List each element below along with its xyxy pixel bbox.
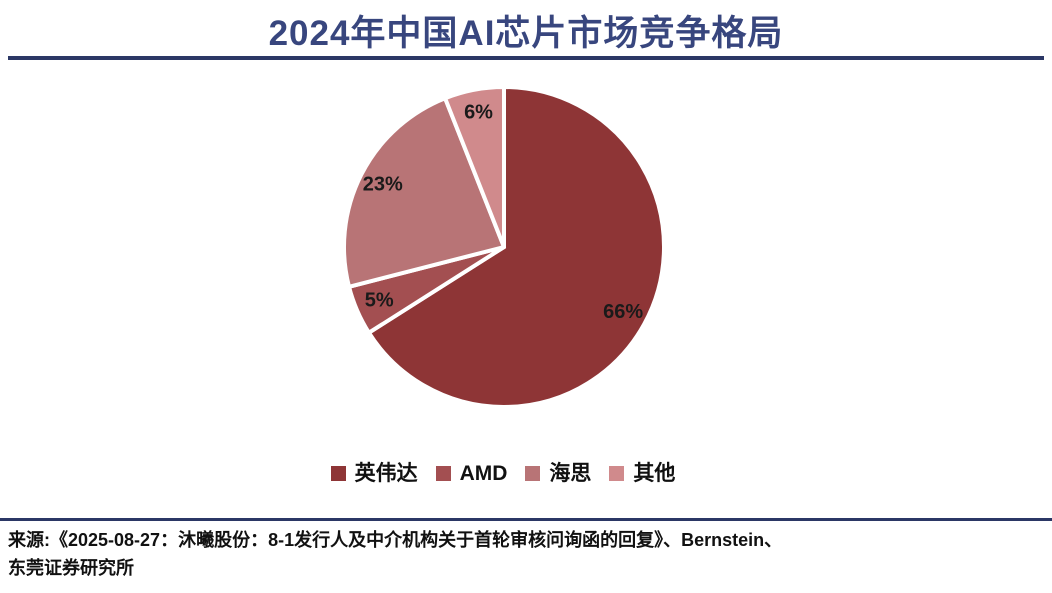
legend-swatch-AMD bbox=[435, 466, 451, 481]
pie-slice-英伟达 bbox=[366, 85, 666, 409]
legend-swatch-英伟达 bbox=[330, 466, 346, 481]
footer-divider bbox=[0, 518, 1052, 521]
legend-item-其他: 其他 bbox=[609, 463, 675, 484]
legend-swatch-海思 bbox=[525, 466, 541, 481]
legend-label-其他: 其他 bbox=[633, 462, 676, 485]
pie-chart: 66% 5% 23% 6% bbox=[342, 85, 666, 409]
slice-label-其他: 6% bbox=[464, 102, 493, 124]
chart-header: 2024年中国AI芯片市场竞争格局 bbox=[0, 0, 1052, 56]
source-line-2: 东莞证券研究所 bbox=[8, 558, 134, 578]
chart-title: 2024年中国AI芯片市场竞争格局 bbox=[268, 13, 784, 53]
legend-label-AMD: AMD bbox=[459, 462, 508, 485]
legend-label-英伟达: 英伟达 bbox=[354, 462, 418, 485]
legend-swatch-其他 bbox=[609, 466, 625, 481]
chart-legend: 英伟达 AMD 海思 其他 bbox=[0, 463, 1052, 484]
legend-item-英伟达: 英伟达 bbox=[330, 462, 418, 485]
source-note: 来源:《2025-08-27：沐曦股份：8-1发行人及中介机构关于首轮审核问询函… bbox=[0, 521, 1052, 593]
slice-label-英伟达: 66% bbox=[603, 301, 643, 323]
pie-slice-海思 bbox=[342, 96, 506, 289]
title-divider bbox=[8, 56, 1044, 60]
legend-item-AMD: AMD bbox=[435, 462, 508, 485]
pie-slice-其他 bbox=[443, 85, 506, 249]
legend-item-海思: 海思 bbox=[525, 463, 591, 484]
pie-chart-area: 66% 5% 23% 6% 英伟达 AMD 海思 其他 bbox=[0, 60, 1052, 518]
legend-label-海思: 海思 bbox=[549, 462, 592, 485]
source-line-1: 来源:《2025-08-27：沐曦股份：8-1发行人及中介机构关于首轮审核问询函… bbox=[8, 530, 783, 550]
slice-label-海思: 23% bbox=[363, 174, 403, 196]
slice-label-AMD: 5% bbox=[365, 289, 394, 311]
